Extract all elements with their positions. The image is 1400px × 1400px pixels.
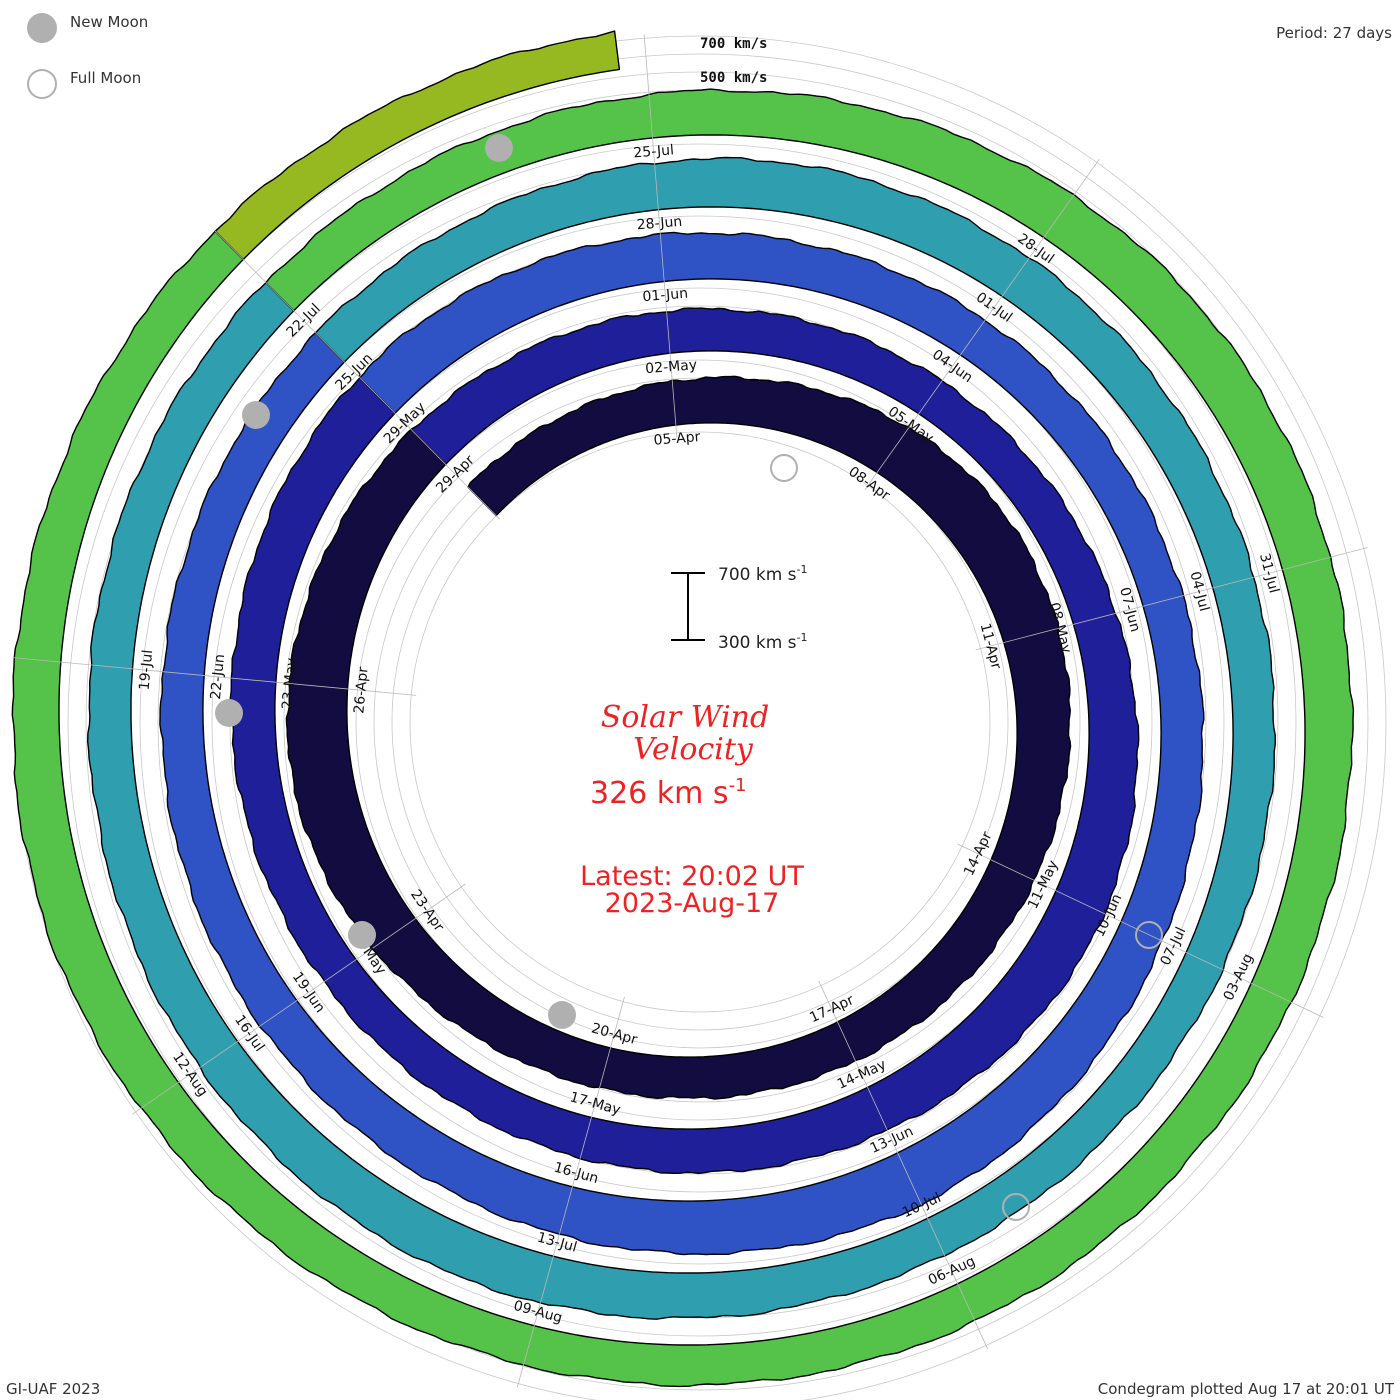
- day-spoke: [516, 996, 625, 1388]
- date-label: 22-Jun: [208, 653, 228, 700]
- full-moon-marker: [1002, 1193, 1030, 1221]
- full-moon-marker: [770, 454, 798, 482]
- date-label: 05-Apr: [653, 429, 701, 449]
- period-label: Period: 27 days: [1276, 24, 1392, 42]
- footer-plot-time: Condegram plotted Aug 17 at 20:01 UT: [1097, 1380, 1394, 1398]
- latest-date: 2023-Aug-17: [605, 888, 780, 919]
- day-spoke: [643, 34, 678, 438]
- scale-bar: 700 km s-1 300 km s-1: [671, 563, 808, 653]
- date-label: 23-May: [279, 657, 300, 710]
- center-readout: Solar Wind Velocity 326 km s-1 Latest: 2…: [580, 700, 804, 919]
- moon-markers: [215, 134, 1163, 1221]
- day-spoke: [864, 158, 1100, 490]
- new-moon-marker: [242, 401, 270, 429]
- grid-ring: [409, 431, 991, 1013]
- day-spoke: [975, 547, 1368, 651]
- new-moon-label: New Moon: [70, 13, 148, 31]
- date-label: 04-Jul: [1186, 570, 1212, 613]
- day-spoke: [214, 230, 500, 520]
- date-label: 01-Jun: [642, 286, 689, 306]
- day-spoke: [957, 843, 1324, 1018]
- full-moon-label: Full Moon: [70, 69, 141, 87]
- speed-label-500: 500 km/s: [700, 70, 767, 86]
- scale-bottom-label: 300 km s-1: [718, 631, 808, 653]
- date-label: 02-May: [645, 357, 698, 377]
- new-moon-marker: [548, 1001, 576, 1029]
- day-spokes: [12, 34, 1368, 1388]
- date-label: 25-Jul: [633, 142, 675, 161]
- velocity-band: [214, 30, 621, 261]
- latest-time: Latest: 20:02 UT: [580, 861, 804, 892]
- new-moon-marker: [485, 134, 513, 162]
- date-label: 31-Jul: [1256, 552, 1282, 595]
- chart-title-line1: Solar Wind: [601, 700, 769, 735]
- current-velocity: 326 km s-1: [590, 775, 747, 811]
- day-spoke: [818, 980, 989, 1350]
- date-label: 28-Jun: [636, 214, 683, 234]
- day-spoke: [12, 657, 417, 696]
- new-moon-icon: [27, 13, 57, 43]
- full-moon-marker: [1135, 921, 1163, 949]
- new-moon-marker: [215, 699, 243, 727]
- day-spoke: [132, 883, 466, 1115]
- date-label: 19-Jul: [137, 649, 157, 691]
- new-moon-marker: [348, 921, 376, 949]
- footer-credit: GI-UAF 2023: [6, 1380, 101, 1398]
- scale-top-label: 700 km s-1: [718, 563, 808, 585]
- chart-title-line2: Velocity: [633, 732, 754, 767]
- full-moon-icon: [27, 69, 57, 99]
- date-label: 26-Apr: [351, 666, 371, 714]
- speed-label-700: 700 km/s: [700, 36, 767, 52]
